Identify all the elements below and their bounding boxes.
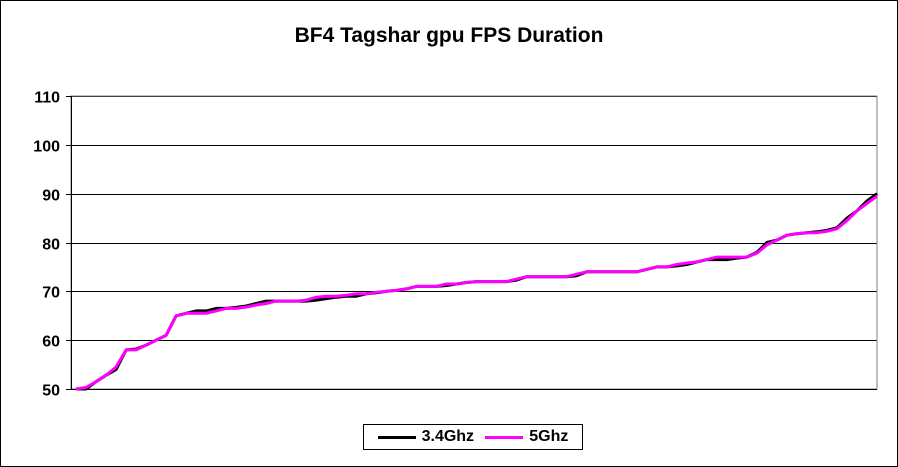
plot-area-border [70,95,878,390]
legend-swatch-series-1 [485,435,524,439]
legend-label-series-0: 3.4Ghz [421,428,475,445]
gridlines [71,96,877,341]
axes [66,95,878,390]
y-tick-label-110: 110 [34,90,60,107]
legend-item-series-1: 5Ghz [485,428,568,446]
series-line-1 [75,194,878,391]
legend-swatch-series-0 [377,435,416,439]
chart-title: BF4 Tagshar gpu FPS Duration [294,24,604,47]
y-tick-label-60: 60 [42,334,60,351]
y-tick-labels: 50 60 70 80 90 100 110 [33,90,60,400]
legend-label-series-1: 5Ghz [529,428,569,445]
y-tick-label-70: 70 [42,285,60,302]
legend: 3.4Ghz 5Ghz [363,424,583,450]
y-tick-label-50: 50 [42,383,60,400]
legend-item-series-0: 3.4Ghz [377,428,475,446]
y-tick-label-90: 90 [42,188,60,205]
y-tick-label-80: 80 [42,237,60,254]
y-tick-label-100: 100 [33,139,60,156]
series-lines [75,192,878,391]
